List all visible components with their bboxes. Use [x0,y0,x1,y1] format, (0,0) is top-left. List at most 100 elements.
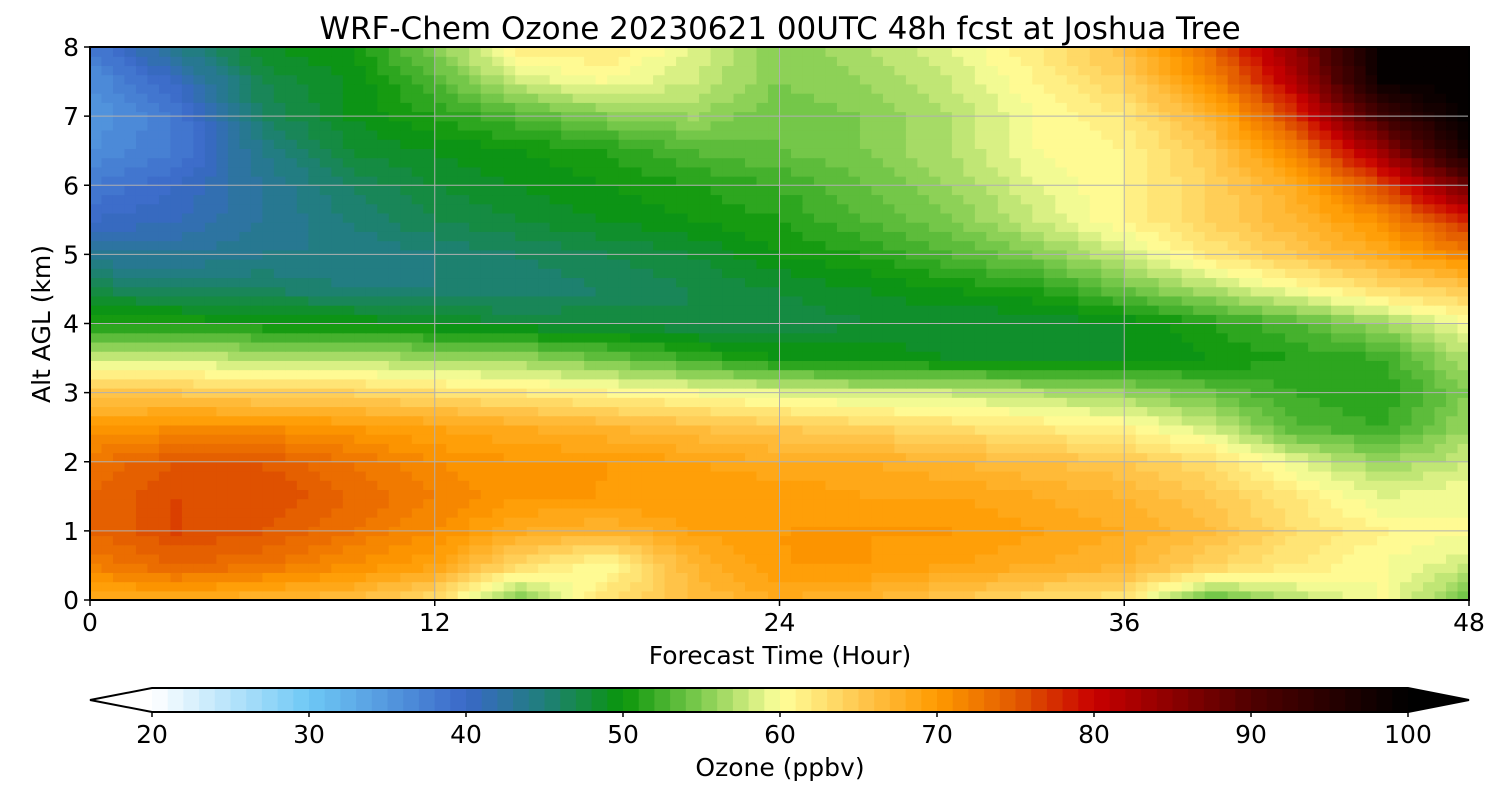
contour-cell [997,222,1010,232]
contour-cell [1388,332,1401,343]
contour-cell [756,406,769,417]
contour-cell [1078,424,1091,435]
contour-cell [848,231,861,242]
contour-cell [1308,507,1321,518]
contour-cell [216,212,229,223]
contour-cell [882,581,896,592]
contour-cell [1101,590,1114,600]
contour-cell [227,572,240,583]
contour-cell [216,406,229,417]
contour-cell [331,406,344,417]
contour-cell [354,360,367,371]
contour-cell [1066,553,1079,564]
contour-cell [1400,295,1413,306]
contour-cell [1308,553,1321,564]
contour-cell [503,572,516,583]
contour-cell [170,378,183,389]
contour-cell [848,314,861,325]
contour-cell [1066,470,1079,481]
contour-cell [1055,590,1068,600]
contour-cell [1446,590,1459,600]
contour-cell [319,222,332,232]
contour-cell [1342,286,1355,297]
contour-cell [400,332,413,343]
contour-cell [1434,369,1447,380]
contour-cell [147,240,160,251]
contour-cell [836,268,850,279]
contour-cell [124,332,137,343]
contour-cell [1296,581,1309,592]
contour-cell [492,268,505,279]
contour-cell [951,517,964,527]
contour-cell [354,286,367,297]
contour-cell [1400,360,1413,371]
contour-cell [963,258,976,269]
contour-cell [434,452,447,463]
contour-cell [239,351,252,361]
contour-cell [882,572,896,583]
contour-cell [262,461,275,472]
contour-cell [331,544,344,555]
contour-cell [1457,231,1469,242]
contour-cell [779,434,792,444]
contour-cell [722,572,735,583]
contour-cell [1020,305,1033,315]
contour-cell [1365,443,1378,454]
contour-cell [768,461,781,472]
contour-cell [377,222,390,232]
contour-cell [997,332,1010,343]
contour-cell [1204,341,1217,352]
contour-cell [1411,553,1424,564]
contour-cell [687,424,700,435]
contour-cell [411,378,424,389]
contour-cell [285,489,298,500]
contour-cell [308,240,321,251]
contour-cell [492,590,505,600]
contour-cell [1262,378,1275,389]
contour-cell [871,553,884,564]
contour-cell [1112,461,1125,472]
contour-cell [1331,452,1344,463]
contour-cell [905,240,918,251]
contour-cell [1227,553,1240,564]
contour-cell [526,590,539,600]
contour-cell [928,590,941,600]
contour-cell [653,231,666,242]
contour-cell [940,507,953,518]
contour-cell [90,553,103,564]
contour-cell [584,507,597,518]
contour-cell [1112,535,1125,546]
contour-cell [331,424,344,435]
contour-cell [1296,240,1309,251]
contour-cell [1262,286,1275,297]
contour-cell [813,480,827,490]
contour-cell [1101,277,1114,288]
contour-cell [1193,314,1206,325]
contour-cell [1216,360,1229,371]
contour-cell [963,332,976,343]
contour-cell [400,480,413,490]
contour-cell [319,277,332,288]
contour-cell [1089,268,1102,279]
contour-cell [664,351,677,361]
contour-cell [572,212,585,223]
contour-cell [1055,581,1068,592]
contour-cell [1009,341,1022,352]
contour-cell [802,544,815,555]
contour-cell [1354,517,1367,527]
contour-cell [480,563,493,573]
contour-cell [526,332,539,343]
contour-cell [561,489,574,500]
contour-cell [951,231,964,242]
contour-cell [676,452,689,463]
contour-cell [722,268,735,279]
contour-cell [1446,222,1459,232]
contour-cell [342,397,355,408]
contour-cell [1377,295,1390,306]
contour-cell [319,323,332,334]
contour-cell [561,544,574,555]
contour-cell [400,240,413,251]
contour-cell [158,563,172,573]
contour-cell [1101,314,1114,325]
contour-cell [687,360,700,371]
